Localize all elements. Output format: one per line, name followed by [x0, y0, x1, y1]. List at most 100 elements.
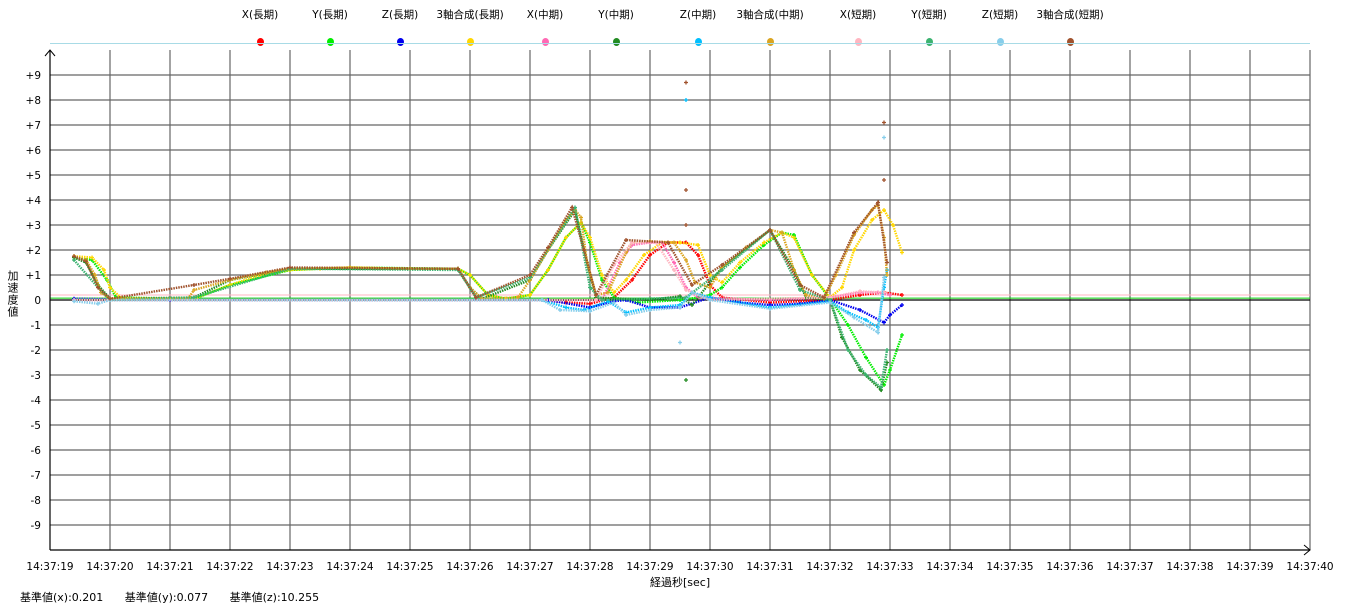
data-point — [900, 333, 904, 337]
x-tick-label: 14:37:27 — [506, 561, 553, 573]
data-point — [900, 303, 904, 307]
outlier-point — [684, 378, 688, 382]
data-point — [642, 253, 646, 257]
x-tick-label: 14:37:35 — [986, 561, 1033, 573]
outlier-point — [678, 340, 682, 345]
data-point — [738, 260, 742, 265]
data-point — [738, 265, 742, 270]
legend-label: X(長期) — [241, 9, 279, 21]
data-point — [72, 299, 76, 304]
legend-item[interactable]: Y(長期) — [285, 8, 375, 49]
data-point — [792, 235, 796, 240]
data-point — [690, 290, 694, 295]
data-point — [600, 273, 604, 277]
y-axis-arrow-icon — [44, 49, 56, 57]
legend-label: 3軸合成(中期) — [736, 9, 804, 21]
series-line — [73, 208, 904, 300]
legend-label: Y(短期) — [911, 9, 947, 21]
data-point — [885, 260, 889, 265]
data-point — [720, 285, 724, 290]
legend-marker-icon — [466, 38, 474, 46]
legend-item[interactable]: Y(短期) — [884, 8, 974, 49]
data-point — [192, 283, 196, 287]
data-point — [666, 240, 670, 245]
data-point — [684, 288, 688, 292]
legend-item[interactable]: Z(長期) — [355, 8, 445, 49]
data-point — [876, 200, 880, 205]
data-point — [900, 293, 904, 297]
x-tick-label: 14:37:28 — [566, 561, 613, 573]
x-tick-labels: 14:37:19 14:37:20 14:37:21 14:37:22 14:37:23… — [26, 561, 1333, 573]
legend-item[interactable]: X(短期) — [813, 8, 903, 49]
data-point — [888, 368, 892, 372]
data-point — [882, 320, 886, 325]
outlier-point — [882, 135, 886, 140]
data-point — [708, 298, 712, 302]
series-line — [73, 199, 889, 301]
series-X(短期) — [72, 240, 886, 302]
data-point — [852, 230, 856, 235]
data-point — [648, 308, 652, 312]
series-line — [73, 204, 889, 390]
data-point — [900, 250, 904, 255]
outlier-point — [882, 178, 886, 182]
data-point — [846, 323, 850, 327]
y-tick-label: -1 — [31, 320, 41, 332]
x-tick-label: 14:37:31 — [746, 561, 793, 573]
data-point — [864, 355, 868, 360]
x-axis-title: 経過秒[sec] — [650, 576, 711, 589]
y-tick-label: -8 — [31, 495, 41, 507]
data-point — [456, 266, 460, 271]
series-3軸合成(短期) — [72, 80, 889, 301]
legend-item[interactable]: Y(中期) — [571, 8, 661, 49]
data-point — [891, 223, 895, 227]
legend-item[interactable]: 3軸合成(短期) — [1025, 8, 1115, 49]
y-tick-label: 0 — [34, 295, 41, 307]
data-point — [72, 254, 76, 259]
legend-label: Y(長期) — [312, 9, 348, 21]
legend-item[interactable]: X(中期) — [500, 8, 590, 49]
data-point — [888, 293, 892, 297]
x-tick-label: 14:37:40 — [1286, 561, 1333, 573]
data-point — [885, 273, 889, 277]
data-point — [672, 268, 676, 272]
legend-item[interactable]: X(長期) — [215, 8, 305, 49]
data-point — [864, 318, 868, 322]
data-point — [876, 330, 880, 335]
data-point — [528, 293, 532, 297]
legend-label: Z(長期) — [381, 9, 419, 21]
data-point — [684, 295, 688, 300]
legend-marker-icon — [326, 38, 334, 46]
data-point — [606, 290, 610, 295]
data-point — [858, 308, 862, 312]
legend-marker-icon — [766, 38, 774, 46]
x-tick-label: 14:37:24 — [326, 561, 373, 573]
data-point — [852, 248, 856, 252]
data-point — [828, 300, 832, 305]
legend-item[interactable]: Z(短期) — [955, 8, 1045, 49]
data-point — [780, 230, 784, 235]
data-point — [678, 240, 682, 245]
x-tick-label: 14:37:20 — [86, 561, 133, 573]
data-point — [606, 299, 610, 304]
data-point — [84, 259, 88, 264]
data-point — [630, 278, 634, 282]
x-tick-label: 14:37:21 — [146, 561, 193, 573]
data-point — [564, 305, 568, 310]
data-point — [720, 268, 724, 272]
x-tick-label: 14:37:39 — [1226, 561, 1273, 573]
legend-marker-icon — [854, 38, 862, 46]
data-point — [588, 309, 592, 314]
y-tick-label: -2 — [31, 345, 41, 357]
data-point — [870, 218, 874, 222]
data-point — [798, 283, 802, 287]
legend-item[interactable]: 3軸合成(長期) — [425, 8, 515, 49]
legend-item[interactable]: 3軸合成(中期) — [725, 8, 815, 49]
data-point — [648, 253, 652, 257]
axes — [44, 49, 1311, 556]
data-point — [600, 298, 604, 302]
data-point — [690, 303, 694, 307]
data-point — [852, 315, 856, 320]
legend-item[interactable]: Z(中期) — [653, 8, 743, 49]
